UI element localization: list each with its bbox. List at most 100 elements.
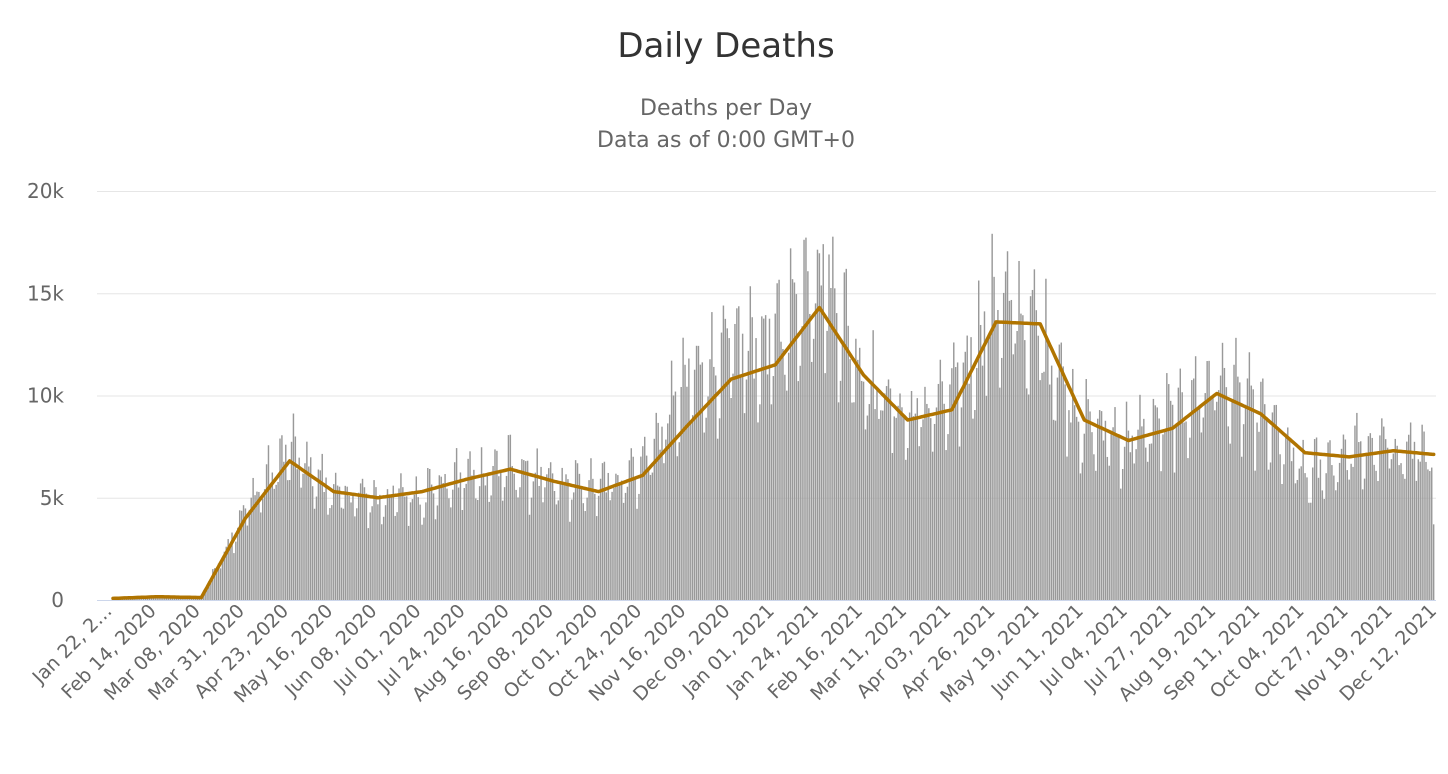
daily-death-bar xyxy=(333,484,335,600)
daily-death-bar xyxy=(970,337,972,600)
daily-death-bar xyxy=(490,495,492,600)
daily-death-bar xyxy=(1068,410,1070,600)
daily-death-bar xyxy=(1344,439,1347,600)
daily-death-bar xyxy=(1064,384,1066,600)
daily-death-bar xyxy=(1200,432,1203,600)
daily-death-bar xyxy=(626,486,629,600)
daily-death-bar xyxy=(1384,439,1387,600)
daily-death-bar xyxy=(820,285,823,600)
daily-death-bar xyxy=(958,446,961,600)
daily-death-bar xyxy=(231,532,233,600)
daily-death-bar xyxy=(1052,419,1055,600)
daily-death-bar xyxy=(780,341,782,600)
daily-death-bar xyxy=(1350,463,1352,600)
daily-death-bar xyxy=(997,310,999,600)
daily-death-bar xyxy=(1407,434,1410,600)
daily-death-bar xyxy=(987,338,990,600)
daily-death-bar xyxy=(1164,429,1166,600)
daily-death-bar xyxy=(457,487,460,600)
daily-death-bar xyxy=(924,386,926,600)
daily-death-bar xyxy=(597,495,600,600)
daily-death-bar xyxy=(1083,433,1086,600)
daily-death-bar xyxy=(1246,378,1249,600)
daily-death-bar xyxy=(978,280,980,600)
daily-death-bar xyxy=(716,438,719,600)
daily-death-bar xyxy=(1073,405,1076,600)
y-tick-label: 0 xyxy=(51,588,64,612)
daily-death-bar xyxy=(837,402,840,600)
daily-death-bar xyxy=(580,486,583,600)
daily-death-bar xyxy=(1033,269,1036,600)
daily-death-bar xyxy=(1342,434,1345,600)
daily-death-bar xyxy=(690,423,692,600)
daily-death-bar xyxy=(572,492,575,600)
daily-death-bar xyxy=(691,415,694,600)
daily-death-bar xyxy=(452,489,454,600)
daily-death-bar xyxy=(1031,289,1034,600)
daily-death-bar xyxy=(1262,378,1264,600)
daily-death-bar xyxy=(1371,437,1373,600)
daily-death-bar xyxy=(1169,400,1172,600)
daily-death-bar xyxy=(1216,401,1218,600)
daily-death-bar xyxy=(1171,404,1174,600)
daily-death-bar xyxy=(1029,296,1032,600)
daily-death-bar xyxy=(670,360,673,600)
daily-death-bar xyxy=(622,502,625,600)
daily-death-bar xyxy=(891,453,894,600)
daily-death-bar xyxy=(563,483,565,600)
daily-death-bar xyxy=(753,378,755,600)
daily-death-bar xyxy=(415,476,418,600)
daily-death-bar xyxy=(926,403,928,600)
daily-death-bar xyxy=(1133,463,1135,600)
daily-death-bar xyxy=(1352,466,1354,600)
daily-death-bar xyxy=(311,486,314,600)
daily-death-bar xyxy=(853,402,855,600)
daily-death-bar xyxy=(680,387,682,600)
daily-death-bar xyxy=(1388,468,1391,600)
daily-death-bar xyxy=(745,379,748,600)
daily-death-bar xyxy=(1402,474,1404,600)
daily-death-bar xyxy=(596,516,598,600)
daily-death-bar xyxy=(807,271,809,600)
daily-death-bar xyxy=(350,502,352,600)
daily-death-bar xyxy=(513,473,515,600)
daily-death-bar xyxy=(843,272,846,600)
daily-death-bar xyxy=(1002,292,1005,600)
daily-death-bar xyxy=(908,412,911,600)
daily-death-bar xyxy=(1363,478,1366,600)
daily-death-bar xyxy=(1187,458,1189,600)
daily-death-bar xyxy=(1317,477,1320,600)
daily-death-bar xyxy=(697,345,700,600)
daily-death-bar xyxy=(1081,462,1084,600)
daily-death-bar xyxy=(1102,440,1105,600)
daily-death-bar xyxy=(1173,472,1176,600)
daily-death-bar xyxy=(582,503,585,600)
daily-death-bar xyxy=(1340,448,1343,600)
daily-death-bar xyxy=(367,528,370,600)
daily-death-bar xyxy=(1421,424,1423,600)
daily-death-bar xyxy=(605,492,608,600)
daily-death-bar xyxy=(1254,470,1256,600)
daily-death-bar xyxy=(212,569,214,600)
daily-death-bar xyxy=(1054,420,1057,600)
daily-death-bar xyxy=(1024,340,1026,600)
daily-death-bar xyxy=(1010,299,1013,600)
daily-death-bar xyxy=(1166,373,1168,600)
daily-death-bar xyxy=(1225,387,1228,600)
daily-death-bar xyxy=(442,483,444,600)
daily-death-bar xyxy=(501,500,504,600)
daily-death-bar xyxy=(826,330,828,600)
daily-death-bar xyxy=(630,448,632,600)
daily-death-bar xyxy=(989,336,991,600)
daily-death-bar xyxy=(741,333,744,600)
daily-death-bar xyxy=(223,551,226,600)
daily-death-bar xyxy=(446,488,448,600)
daily-death-bar xyxy=(772,376,775,600)
daily-death-bar xyxy=(832,236,834,601)
daily-death-bar xyxy=(233,553,235,600)
daily-death-bar xyxy=(482,473,485,600)
daily-death-bar xyxy=(1329,440,1331,600)
daily-death-bar xyxy=(494,449,496,600)
daily-death-bar xyxy=(586,497,588,600)
daily-death-bar xyxy=(811,361,813,600)
